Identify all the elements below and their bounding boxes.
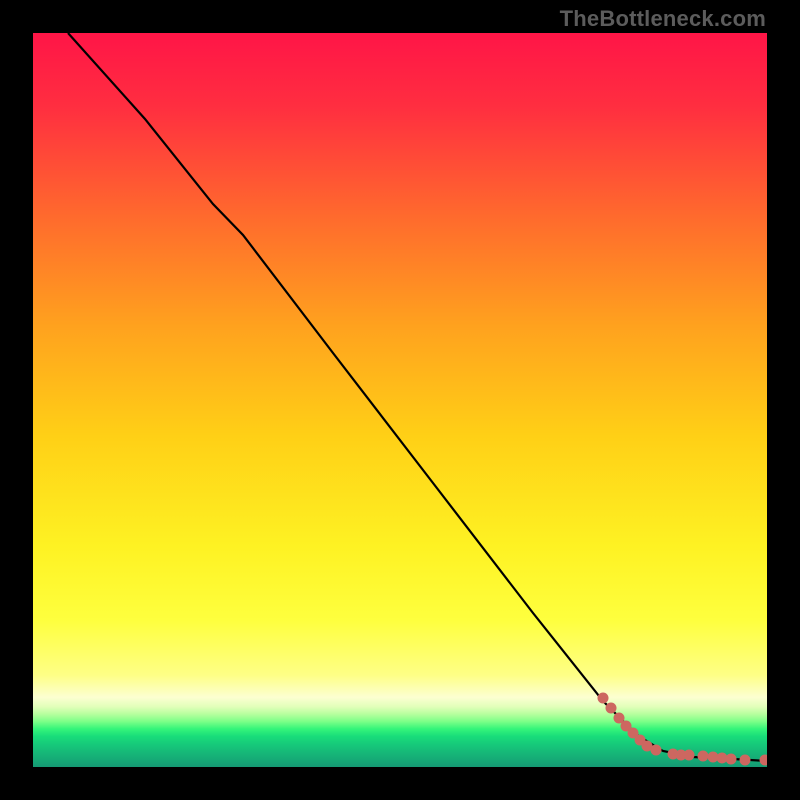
marker-point [651,745,662,756]
scatter-markers [598,693,768,766]
watermark-label: TheBottleneck.com [560,6,766,32]
marker-point [598,693,609,704]
chart-frame: TheBottleneck.com [0,0,800,800]
plot-area [33,33,767,767]
marker-point [606,703,617,714]
chart-svg [33,33,767,767]
bottleneck-curve [68,33,767,761]
marker-point [726,754,737,765]
marker-point [740,755,751,766]
marker-point [698,751,709,762]
marker-point [684,750,695,761]
marker-point [760,755,768,766]
